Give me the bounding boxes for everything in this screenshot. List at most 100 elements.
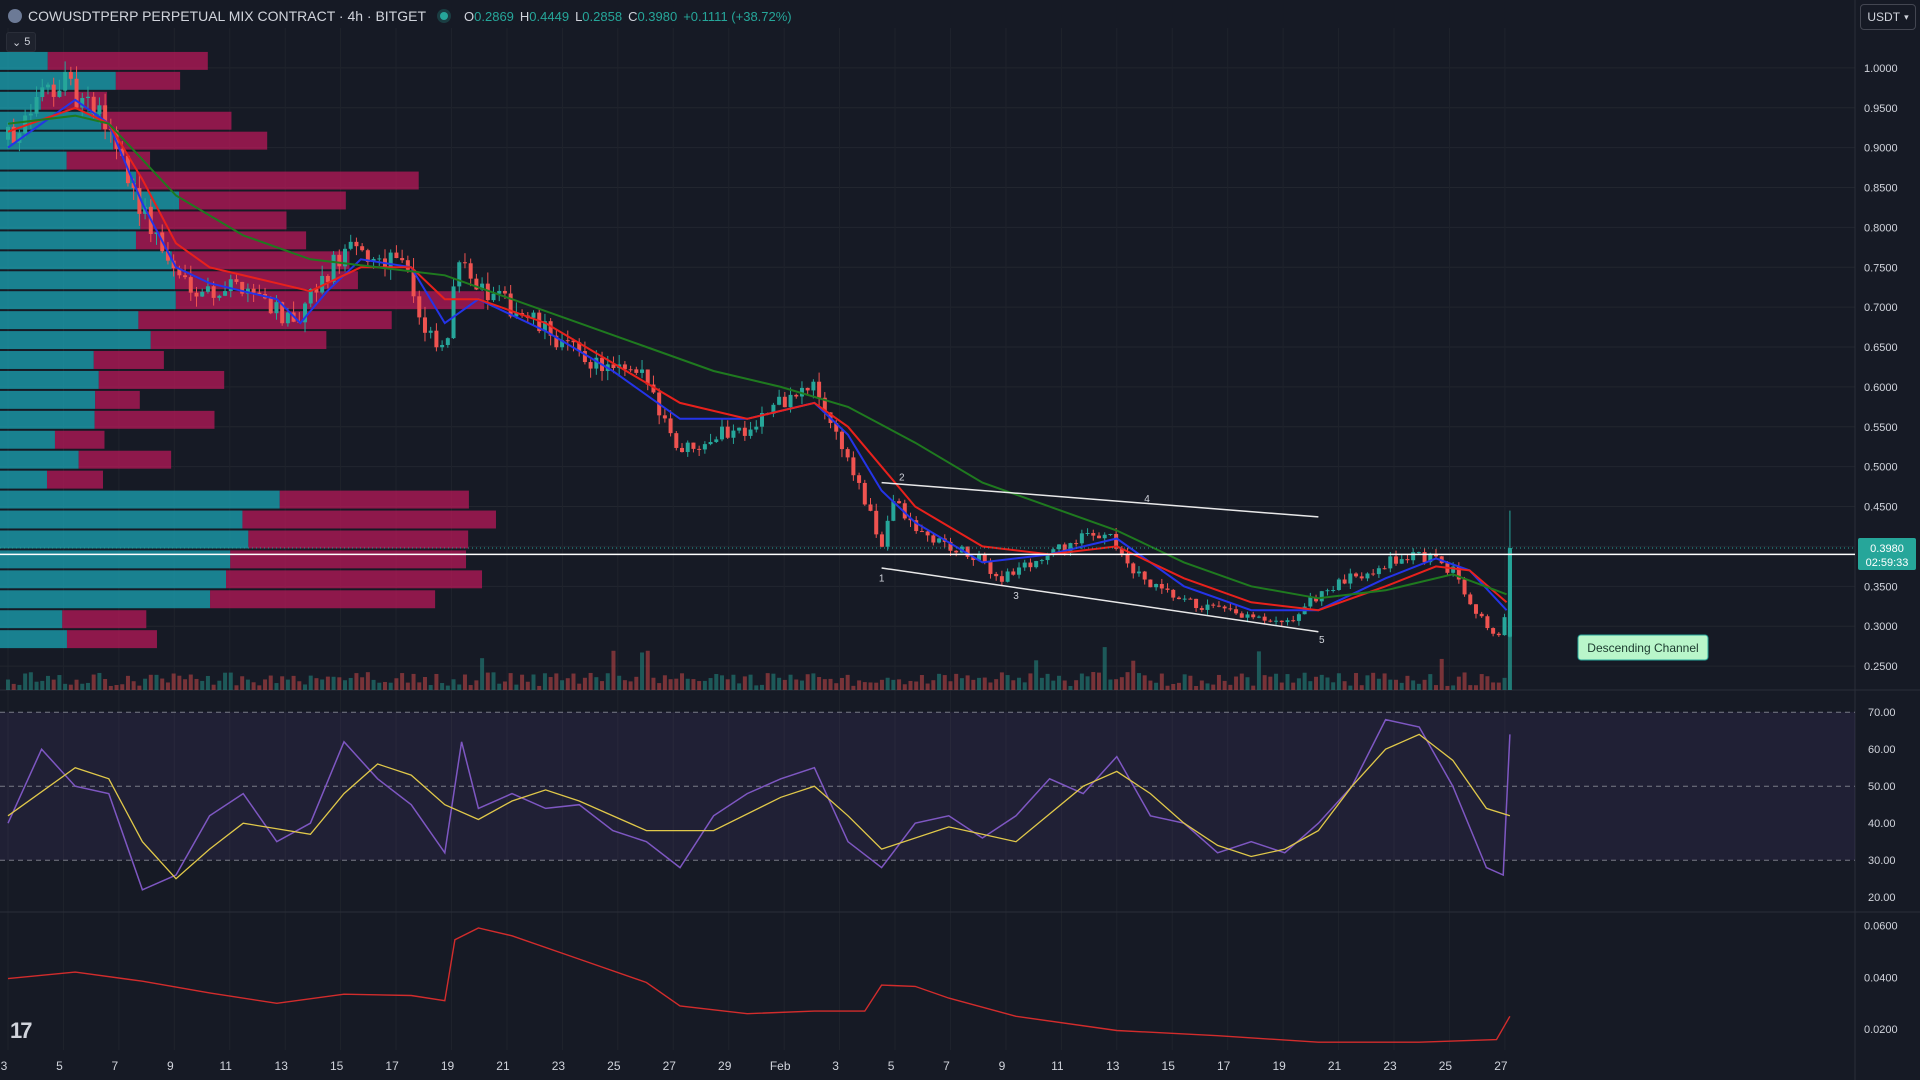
time-axis-label: 25 (607, 1059, 621, 1073)
candle-body (1376, 568, 1381, 575)
candle-body (23, 115, 28, 134)
volume-bar (1114, 679, 1119, 690)
volume-profile-row (226, 570, 483, 589)
time-axis-label: 27 (1494, 1059, 1508, 1073)
volume-bar (759, 684, 764, 690)
symbol-title[interactable]: COWUSDTPERP PERPETUAL MIX CONTRACT · 4h … (28, 8, 427, 24)
volume-bar (822, 679, 827, 690)
volume-bar (68, 684, 73, 690)
collapse-indicators-button[interactable]: ⌄ 5 (6, 32, 37, 52)
candle-body (548, 321, 553, 336)
volume-bar (702, 680, 707, 690)
volume-bar (491, 672, 496, 690)
candle-body (748, 429, 753, 436)
candle-body (1045, 554, 1050, 561)
volume-bar (1394, 679, 1399, 690)
volume-bar (1205, 683, 1210, 690)
volume-bar (925, 683, 930, 690)
volume-bar (205, 675, 210, 690)
volume-bar (291, 675, 296, 690)
candle-body (485, 283, 490, 301)
volume-profile-row (62, 610, 147, 629)
candle-body (217, 295, 222, 298)
candle-body (428, 330, 433, 333)
volume-bar (11, 683, 16, 690)
time-axis-label: 17 (385, 1059, 399, 1073)
volume-profile-row (0, 570, 227, 589)
volume-bar (577, 683, 582, 690)
volume-bar (1239, 673, 1244, 690)
candle-body (565, 340, 570, 342)
candle-body (531, 312, 536, 318)
candle-body (1028, 562, 1033, 568)
volume-bar (228, 672, 233, 690)
volume-bar (1108, 679, 1113, 690)
candle-body (422, 317, 427, 333)
candle-body (457, 262, 462, 287)
volume-bar (348, 677, 353, 690)
volume-bar (400, 673, 405, 690)
descending-channel[interactable]: 1 2 3 4 5 (0, 472, 1855, 646)
candle-body (857, 475, 862, 483)
volume-bar (1136, 673, 1141, 690)
volume-profile-row (0, 231, 136, 250)
candle-body (1068, 543, 1073, 553)
candle-body (1051, 549, 1056, 555)
volume-bar (1005, 675, 1010, 690)
candle-body (223, 291, 228, 296)
candle-body (6, 126, 10, 140)
price-axis-label: 0.5000 (1864, 462, 1898, 474)
candle-body (634, 369, 639, 373)
volume-bar (645, 650, 650, 690)
candle-body (1365, 573, 1370, 579)
volume-profile-row (136, 171, 419, 190)
candle-body (240, 281, 245, 294)
candle-body (845, 449, 850, 458)
tradingview-logo-icon[interactable]: 17 (10, 1018, 33, 1043)
candle-body (1239, 613, 1244, 618)
volume-bar (388, 682, 393, 690)
candle-body (468, 263, 473, 279)
rsi-line (7, 718, 1511, 891)
volume-bar (999, 672, 1004, 690)
candle-body (554, 335, 559, 348)
candle-body (1091, 533, 1096, 536)
volume-bar (422, 676, 427, 690)
volume-bar (325, 676, 330, 690)
volume-bar (1194, 685, 1199, 690)
volume-bar (1234, 676, 1239, 690)
volume-bar (811, 673, 816, 690)
volume-bar (34, 681, 39, 690)
annotation-box[interactable] (1577, 634, 1709, 661)
volume-bar (799, 680, 804, 690)
chevron-down-icon: ⌄ (12, 36, 22, 49)
volume-bar (622, 680, 627, 690)
volume-profile-row (94, 410, 215, 429)
candle-body (400, 258, 405, 261)
volume-profile-row (0, 510, 243, 529)
open-value: 0.2869 (474, 8, 514, 24)
volume-bar (919, 675, 924, 690)
volume-profile-row (175, 291, 485, 310)
open-label: O (464, 8, 475, 24)
candle-body (360, 246, 365, 251)
candle-body (177, 268, 182, 276)
volume-profile-row (230, 550, 467, 569)
price-axis-label: 0.6500 (1864, 342, 1898, 354)
candle-body (245, 288, 250, 294)
candle-body (668, 418, 673, 434)
candle-body (1354, 573, 1359, 577)
volume-bar (1473, 685, 1478, 690)
volume-bar (1045, 673, 1050, 690)
currency-selector[interactable]: USDT ▾ (1860, 4, 1916, 30)
volume-bar (308, 675, 313, 690)
volume-bar (1428, 674, 1433, 690)
channel-line (881, 567, 1319, 633)
symbol-header: COWUSDTPERP PERPETUAL MIX CONTRACT · 4h … (8, 6, 792, 26)
volume-bar (1485, 676, 1490, 690)
wave-label: 5 (1319, 635, 1325, 646)
volume-bar (1154, 682, 1159, 690)
candle-body (40, 87, 45, 97)
volume-bar (85, 682, 90, 690)
